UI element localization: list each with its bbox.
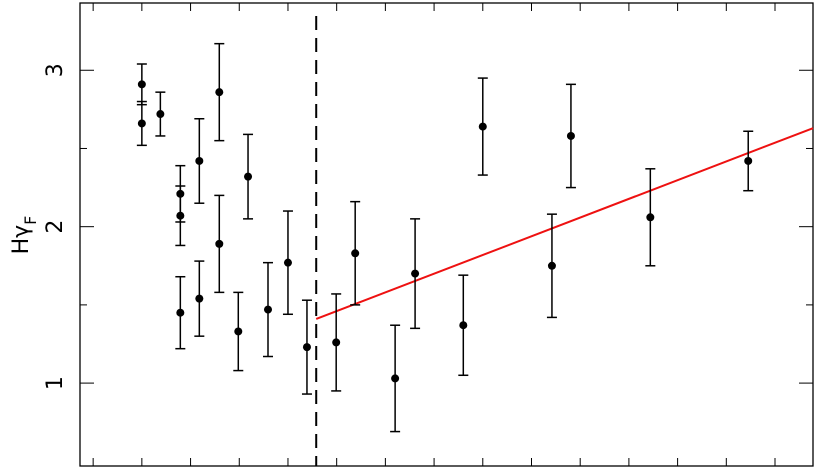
point <box>263 305 272 314</box>
point <box>302 343 311 352</box>
y-tick-label: 1 <box>43 376 68 390</box>
y-axis-label-text: Hγ <box>9 225 34 255</box>
y-axis-label: HγF <box>9 216 40 255</box>
point <box>137 80 146 89</box>
point <box>234 327 243 336</box>
point <box>351 249 360 258</box>
point <box>195 294 204 303</box>
point <box>478 122 487 131</box>
point <box>646 213 655 222</box>
point <box>137 119 146 128</box>
fit-line <box>315 127 814 320</box>
point <box>195 156 204 165</box>
point <box>215 239 224 248</box>
point <box>459 321 468 330</box>
point <box>176 211 185 220</box>
y-tick-label: 3 <box>43 63 68 77</box>
point <box>391 374 400 383</box>
plot-frame <box>79 2 814 467</box>
point <box>547 261 556 270</box>
point <box>215 88 224 97</box>
point <box>411 269 420 278</box>
point <box>244 172 253 181</box>
point <box>566 131 575 140</box>
point <box>744 156 753 165</box>
point <box>176 308 185 317</box>
y-axis-label-subscript: F <box>21 216 40 225</box>
y-tick-label: 2 <box>43 220 68 234</box>
point <box>156 110 165 119</box>
point <box>283 258 292 267</box>
point <box>332 338 341 347</box>
